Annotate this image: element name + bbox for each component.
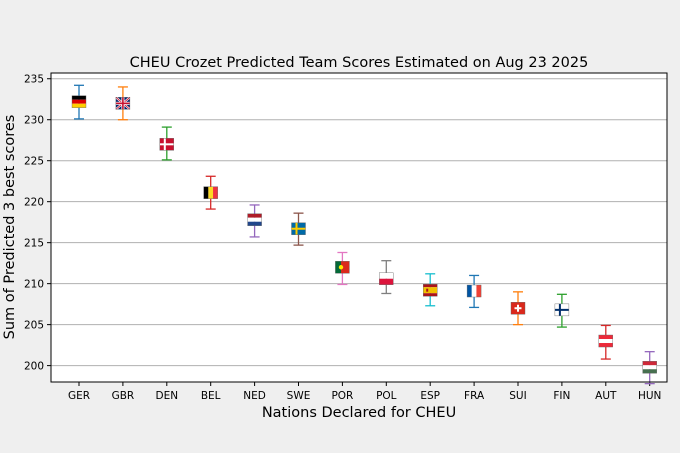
- united-kingdom-flag: [115, 96, 131, 111]
- x-tick-label: POL: [376, 390, 397, 402]
- x-tick-label: SUI: [509, 390, 526, 402]
- netherlands-flag: [247, 213, 262, 226]
- y-axis: 200 205 210 215 220 225 230 235: [24, 74, 51, 373]
- belgium-flag: [203, 186, 218, 199]
- finland-flag: [554, 303, 570, 317]
- y-tick-label: 220: [24, 197, 44, 209]
- y-tick-label: 215: [24, 238, 44, 250]
- y-tick-label: 210: [24, 279, 44, 291]
- x-tick-label: POR: [331, 390, 353, 402]
- box-sui: [510, 291, 526, 326]
- x-tick-label: FIN: [553, 390, 570, 402]
- y-tick-label: 230: [24, 115, 44, 127]
- x-tick-label: FRA: [464, 390, 485, 402]
- x-tick-label: AUT: [595, 390, 617, 402]
- box-swe: [291, 212, 306, 246]
- box-ned: [247, 204, 262, 238]
- x-tick-label: HUN: [638, 390, 661, 402]
- y-tick-label: 235: [24, 74, 44, 86]
- x-tick-label: NED: [243, 390, 266, 402]
- denmark-flag: [159, 138, 175, 151]
- y-tick-label: 225: [24, 156, 44, 168]
- x-axis-label: Nations Declared for CHEU: [262, 405, 456, 421]
- x-axis: GER GBR DEN BEL NED SWE POR POL ESP FRA SUI FIN AUT H…: [68, 382, 661, 402]
- box-por: [335, 251, 350, 286]
- x-tick-label: DEN: [156, 390, 179, 402]
- box-pol: [379, 260, 394, 295]
- box-hun: [642, 351, 657, 385]
- france-flag: [466, 284, 482, 298]
- box-ger: [71, 84, 87, 120]
- box-fra: [466, 274, 482, 309]
- x-tick-label: GER: [68, 390, 90, 402]
- x-tick-label: ESP: [420, 390, 440, 402]
- plot-area: [51, 73, 667, 382]
- plot-frame: [50, 72, 668, 383]
- hungary-flag: [642, 361, 657, 374]
- switzerland-flag: [510, 302, 526, 315]
- x-tick-label: GBR: [112, 390, 135, 402]
- chart-title: CHEU Crozet Predicted Team Scores Estima…: [130, 55, 589, 71]
- box-den: [159, 126, 175, 161]
- spain-flag: [423, 284, 438, 297]
- box-fin: [554, 293, 570, 328]
- y-axis-label: Sum of Predicted 3 best scores: [2, 115, 18, 340]
- portugal-flag: [335, 261, 350, 274]
- austria-flag: [598, 334, 613, 348]
- sweden-flag: [291, 222, 306, 235]
- box-aut: [598, 324, 613, 360]
- box-esp: [423, 273, 438, 307]
- box-plots: [71, 84, 657, 385]
- y-tick-label: 200: [24, 361, 44, 373]
- box-gbr: [115, 86, 131, 121]
- x-tick-label: BEL: [201, 390, 221, 402]
- germany-flag: [71, 95, 87, 108]
- box-bel: [203, 175, 218, 210]
- y-tick-label: 205: [24, 320, 44, 332]
- poland-flag: [379, 272, 394, 285]
- grid-lines: [51, 78, 667, 367]
- x-tick-label: SWE: [287, 390, 311, 402]
